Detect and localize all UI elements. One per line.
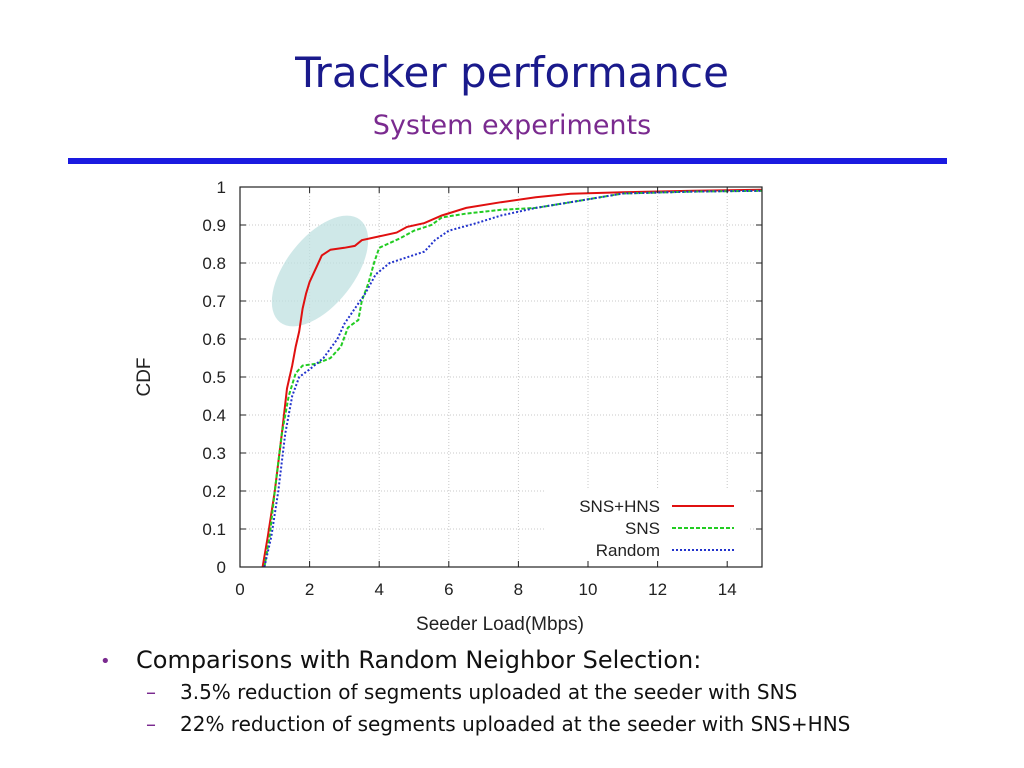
- series-line-sns-hns: [261, 188, 763, 568]
- y-tick-label: 1: [217, 178, 226, 197]
- sub-bullet-marker: –: [146, 680, 156, 704]
- bullet-sub-2: – 22% reduction of segments uploaded at …: [100, 712, 1000, 744]
- y-tick-label: 0.5: [202, 368, 226, 387]
- bullet-main-text: Comparisons with Random Neighbor Selecti…: [136, 646, 702, 674]
- slide-title: Tracker performance: [295, 48, 729, 97]
- slide-subtitle: System experiments: [372, 110, 652, 141]
- plot-frame: [239, 186, 763, 568]
- y-axis-label: CDF: [134, 357, 155, 396]
- legend-label: Random: [596, 541, 660, 560]
- y-tick-label: 0.6: [202, 330, 226, 349]
- y-tick-label: 0.7: [202, 292, 226, 311]
- bullet-list: • Comparisons with Random Neighbor Selec…: [100, 646, 1000, 744]
- x-tick-label: 8: [514, 580, 523, 599]
- title-divider: [68, 158, 947, 164]
- bullet-sub-2-text: 22% reduction of segments uploaded at th…: [180, 712, 851, 736]
- x-tick-label: 14: [718, 580, 737, 599]
- bullet-main: • Comparisons with Random Neighbor Selec…: [100, 646, 1000, 680]
- bullet-marker: •: [100, 651, 111, 672]
- x-tick-label: 2: [305, 580, 314, 599]
- legend-layer: SNS+HNS SNS Random: [546, 490, 750, 560]
- bullet-sub-1-text: 3.5% reduction of segments uploaded at t…: [180, 680, 798, 704]
- highlight-layer: [271, 215, 369, 327]
- legend-label: SNS+HNS: [579, 497, 660, 516]
- y-tick-label: 0.1: [202, 520, 226, 539]
- y-tick-label: 0.4: [202, 406, 226, 425]
- x-axis-label: Seeder Load(Mbps): [416, 614, 584, 635]
- x-tick-label: 12: [648, 580, 667, 599]
- series-layer: [261, 188, 763, 568]
- y-tick-label: 0.3: [202, 444, 226, 463]
- legend-box: [546, 490, 750, 560]
- axes-layer: 0 2 4 6 8 10 12 14 0 0.1 0.2 0.3 0.4 0.5 0.6 0.7 0.8 0.9 1: [202, 178, 763, 599]
- y-tick-label: 0: [217, 558, 226, 577]
- x-tick-label: 6: [444, 580, 453, 599]
- bullet-sub-1: – 3.5% reduction of segments uploaded at…: [100, 680, 1000, 712]
- y-tick-label: 0.2: [202, 482, 226, 501]
- x-tick-label: 10: [579, 580, 598, 599]
- sub-bullet-marker: –: [146, 712, 156, 736]
- highlight-ellipse: [271, 215, 369, 327]
- x-tick-label: 4: [374, 580, 383, 599]
- series-line-random: [263, 189, 763, 568]
- x-tick-label: 0: [235, 580, 244, 599]
- series-line-sns: [263, 189, 763, 568]
- y-tick-label: 0.8: [202, 254, 226, 273]
- y-tick-label: 0.9: [202, 216, 226, 235]
- legend-label: SNS: [625, 519, 660, 538]
